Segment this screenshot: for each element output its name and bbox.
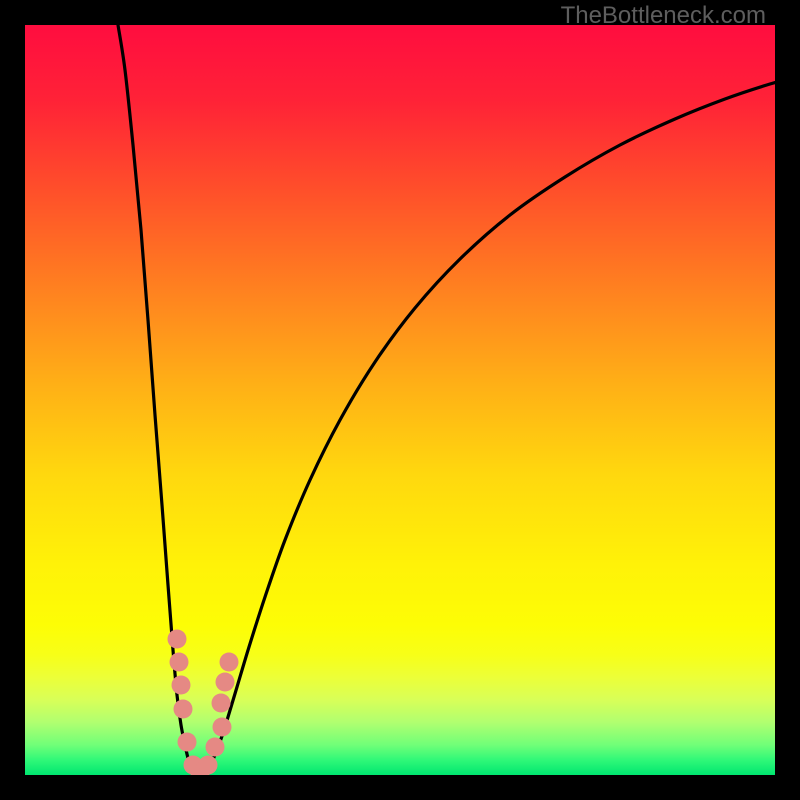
data-marker: [170, 653, 189, 672]
chart-frame: TheBottleneck.com: [0, 0, 800, 800]
border-left: [0, 0, 25, 800]
data-marker: [212, 694, 231, 713]
data-marker: [178, 733, 197, 752]
plot-area: [25, 25, 775, 775]
data-marker: [168, 630, 187, 649]
border-bottom: [0, 775, 800, 800]
data-marker: [213, 718, 232, 737]
data-marker: [216, 673, 235, 692]
bottleneck-curves: [25, 25, 775, 775]
data-marker: [172, 676, 191, 695]
watermark-text: TheBottleneck.com: [561, 2, 766, 30]
right-curve: [200, 76, 775, 775]
border-right: [775, 0, 800, 800]
data-marker: [206, 738, 225, 757]
data-marker: [199, 756, 218, 775]
data-marker: [174, 700, 193, 719]
data-marker: [220, 653, 239, 672]
